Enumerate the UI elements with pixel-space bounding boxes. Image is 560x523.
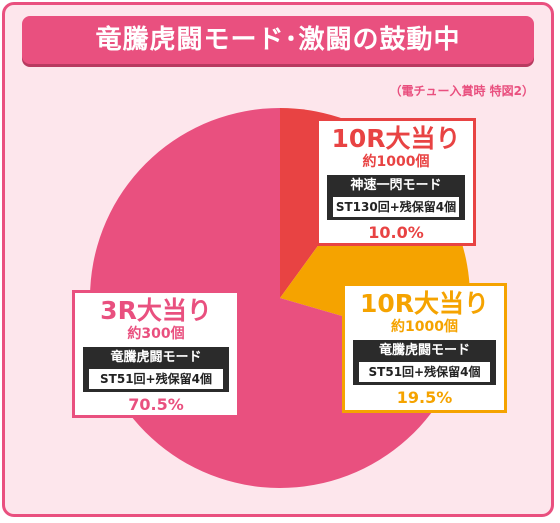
slice-st-2: ST51回+残保留4個: [89, 369, 223, 389]
slice-mode-box-1: 竜騰虎闘モード ST51回+残保留4個: [353, 340, 496, 385]
slice-mode-box-2: 竜騰虎闘モード ST51回+残保留4個: [83, 347, 229, 392]
slice-label-card-2: 3R大当り 約300個 竜騰虎闘モード ST51回+残保留4個 70.5%: [72, 290, 240, 418]
slice-value-1: 19.5%: [396, 388, 453, 407]
slice-sub-0: 約1000個: [362, 154, 430, 170]
slice-label-card-0: 10R大当り 約1000個 神速一閃モード ST130回+残保留4個 10.0%: [316, 118, 476, 246]
slice-label-card-1: 10R大当り 約1000個 竜騰虎闘モード ST51回+残保留4個 19.5%: [342, 283, 507, 413]
slice-sub-2: 約300個: [127, 326, 185, 342]
chart-title: 竜騰虎闘モード･激闘の鼓動中: [22, 16, 534, 64]
slice-value-2: 70.5%: [128, 395, 184, 414]
slice-mode-1: 竜騰虎闘モード: [378, 343, 470, 358]
slice-value-0: 10.0%: [368, 223, 424, 242]
slice-mode-0: 神速一閃モード: [350, 178, 442, 193]
slice-label-2: 3R大当り: [100, 296, 212, 325]
slice-label-0: 10R大当り: [331, 124, 461, 153]
slice-st-0: ST130回+残保留4個: [333, 197, 459, 217]
slice-mode-box-0: 神速一閃モード ST130回+残保留4個: [327, 175, 465, 220]
chart-note: （電チュー入賞時 特図2）: [389, 84, 534, 98]
slice-mode-2: 竜騰虎闘モード: [110, 350, 202, 365]
slice-label-1: 10R大当り: [359, 289, 490, 318]
slice-st-1: ST51回+残保留4個: [359, 362, 490, 382]
slice-sub-1: 約1000個: [391, 319, 458, 335]
